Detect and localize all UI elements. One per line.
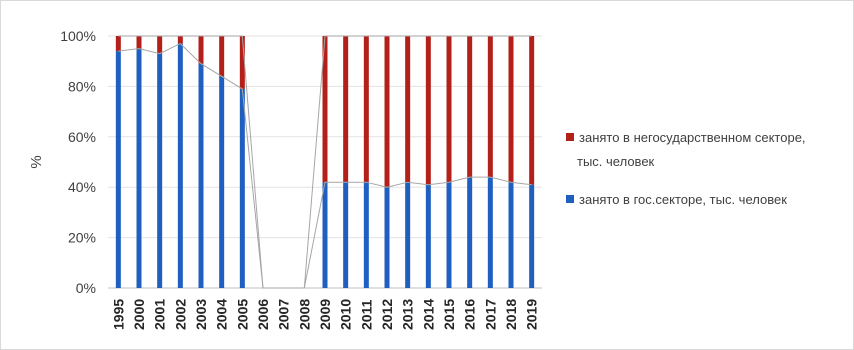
- legend-label: тыс. человек: [577, 154, 655, 169]
- legend: занято в негосударственном секторе, тыс. …: [566, 130, 806, 207]
- x-tick-label: 2003: [193, 299, 209, 330]
- x-tick-label: 2002: [172, 299, 188, 330]
- line-total: [118, 35, 532, 289]
- x-tick-label: 2014: [420, 299, 436, 330]
- x-tick-label: 2017: [482, 299, 498, 330]
- bar-nonstate-sector: [487, 36, 493, 178]
- bar-nonstate-sector: [136, 36, 142, 49]
- x-tick-label: 2011: [358, 299, 374, 330]
- x-tick-label: 2001: [152, 299, 168, 330]
- y-axis-label: %: [28, 155, 45, 168]
- bars: [115, 36, 535, 289]
- bar-state-sector: [363, 182, 369, 288]
- y-tick-label: 100%: [60, 28, 96, 44]
- x-tick-label: 1995: [110, 299, 126, 330]
- x-tick-label: 2006: [255, 299, 271, 330]
- bar-state-sector: [343, 182, 349, 288]
- bar-nonstate-sector: [115, 36, 121, 52]
- x-tick-label: 2018: [503, 299, 519, 330]
- legend-label: занято в гос.секторе, тыс. человек: [579, 192, 787, 207]
- x-axis-ticks: 1995 2000 2001 2002 2003 2004 2005 2006 2007 2008…: [110, 299, 539, 330]
- x-tick-label: 2008: [296, 299, 312, 330]
- x-tick-label: 2012: [379, 299, 395, 330]
- x-tick-label: 2010: [338, 299, 354, 330]
- bar-nonstate-sector: [198, 36, 204, 64]
- bar-nonstate-sector: [177, 36, 183, 44]
- x-tick-label: 2000: [131, 299, 147, 330]
- bar-state-sector: [425, 184, 431, 288]
- bar-nonstate-sector: [343, 36, 349, 183]
- legend-swatch: [566, 133, 574, 141]
- y-tick-label: 20%: [68, 230, 96, 246]
- bar-nonstate-sector: [322, 36, 328, 183]
- bar-nonstate-sector: [157, 36, 163, 54]
- bar-state-sector: [508, 182, 514, 288]
- bar-state-sector: [157, 53, 163, 288]
- bar-nonstate-sector: [219, 36, 225, 77]
- x-tick-label: 2015: [441, 299, 457, 330]
- x-tick-label: 2019: [524, 299, 540, 330]
- y-axis-ticks: 0% 20% 40% 60% 80% 100%: [60, 28, 96, 296]
- bar-state-sector: [177, 43, 183, 289]
- bar-nonstate-sector: [446, 36, 452, 183]
- x-tick-label: 2007: [276, 299, 292, 330]
- bar-state-sector: [239, 88, 245, 288]
- y-tick-label: 80%: [68, 78, 96, 94]
- bar-state-sector: [384, 187, 390, 288]
- bar-state-sector: [446, 182, 452, 288]
- bar-nonstate-sector: [508, 36, 514, 183]
- x-tick-label: 2013: [400, 299, 416, 330]
- bar-nonstate-sector: [405, 36, 411, 183]
- bar-state-sector: [405, 182, 411, 288]
- bar-nonstate-sector: [425, 36, 431, 185]
- bar-nonstate-sector: [529, 36, 535, 185]
- bar-state-sector: [322, 182, 328, 288]
- bar-nonstate-sector: [384, 36, 390, 188]
- y-tick-label: 60%: [68, 129, 96, 145]
- bar-nonstate-sector: [239, 36, 245, 89]
- bar-nonstate-sector: [467, 36, 473, 178]
- y-tick-label: 0%: [76, 280, 96, 296]
- bar-state-sector: [136, 48, 142, 288]
- x-tick-label: 2004: [214, 299, 230, 330]
- y-tick-label: 40%: [68, 179, 96, 195]
- bar-state-sector: [115, 51, 121, 289]
- bar-state-sector: [219, 76, 225, 288]
- x-tick-label: 2016: [462, 299, 478, 330]
- bar-state-sector: [529, 184, 535, 288]
- x-tick-label: 2005: [234, 299, 250, 330]
- line-state-sector: [118, 42, 532, 289]
- legend-label: занято в негосударственном секторе,: [579, 130, 806, 145]
- legend-swatch: [566, 195, 574, 203]
- x-tick-label: 2009: [317, 299, 333, 330]
- series-lines: [118, 35, 532, 289]
- bar-state-sector: [467, 177, 473, 288]
- bar-state-sector: [198, 63, 204, 288]
- bar-state-sector: [487, 177, 493, 288]
- bar-nonstate-sector: [363, 36, 369, 183]
